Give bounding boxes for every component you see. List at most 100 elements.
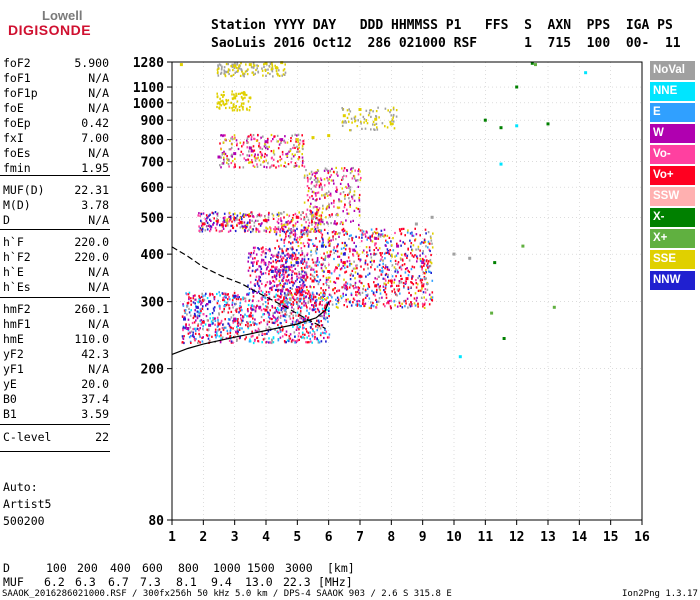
echo-pixel <box>311 173 314 176</box>
echo-pixel <box>340 200 343 203</box>
echo-pixel <box>233 66 236 70</box>
echo-pixel <box>311 217 313 220</box>
echo-pixel <box>296 220 299 223</box>
echo-pixel <box>314 172 317 175</box>
echo-pixel <box>326 336 329 339</box>
echo-pixel <box>241 309 243 312</box>
echo-pixel <box>348 301 351 304</box>
echo-pixel <box>368 112 371 115</box>
echo-pixel <box>352 166 354 170</box>
echo-pixel <box>336 171 338 174</box>
echo-pixel <box>327 320 329 323</box>
echo-pixel <box>402 227 405 230</box>
echo-pixel <box>250 261 253 264</box>
legend-item-noval: NoVal <box>650 61 695 80</box>
echo-pixel <box>310 213 313 216</box>
echo-pixel <box>411 281 413 284</box>
echo-pixel <box>325 330 328 333</box>
echo-pixel <box>383 252 386 255</box>
echo-pixel <box>361 251 364 254</box>
echo-pixel <box>262 258 265 262</box>
echo-pixel <box>287 248 289 251</box>
echo-pixel <box>285 288 287 291</box>
echo-pixel <box>390 299 392 302</box>
echo-pixel <box>423 239 426 242</box>
echo-pixel <box>321 237 324 240</box>
echo-pixel <box>216 96 219 99</box>
echo-pixel <box>237 298 240 301</box>
echo-pixel <box>281 264 284 267</box>
echo-pixel <box>393 281 395 284</box>
echo-pixel <box>200 310 202 313</box>
echo-pixel <box>247 284 249 287</box>
echo-pixel <box>258 265 261 268</box>
y-tick-label: 300 <box>141 296 165 311</box>
echo-pixel <box>234 163 236 166</box>
echo-pixel <box>417 289 420 292</box>
echo-pixel <box>224 138 227 141</box>
echo-pixel <box>284 333 286 336</box>
point-x <box>499 126 503 130</box>
echo-pixel <box>222 102 224 105</box>
echo-pixel <box>368 297 371 300</box>
echo-pixel <box>283 231 286 234</box>
echo-pixel <box>285 310 287 313</box>
echo-pixel <box>300 276 302 279</box>
echo-pixel <box>221 153 224 156</box>
echo-pixel <box>236 62 239 65</box>
echo-pixel <box>239 304 241 307</box>
echo-pixel <box>255 253 258 256</box>
echo-pixel <box>282 228 284 231</box>
echo-pixel <box>220 104 223 107</box>
echo-pixel <box>312 191 315 194</box>
echo-pixel <box>345 175 348 178</box>
echo-pixel <box>289 221 291 224</box>
echo-pixel <box>315 299 318 302</box>
echo-pixel <box>260 321 262 324</box>
echo-pixel <box>263 337 266 340</box>
echo-pixel <box>303 337 306 340</box>
echo-pixel <box>379 285 381 288</box>
echo-pixel <box>380 233 382 236</box>
echo-pixel <box>307 218 310 221</box>
echo-pixel <box>222 298 224 302</box>
echo-pixel <box>298 142 301 145</box>
echo-pixel <box>194 313 196 316</box>
echo-pixel <box>250 211 253 214</box>
echo-pixel <box>428 248 431 251</box>
echo-pixel <box>312 197 314 200</box>
echo-pixel <box>321 307 324 310</box>
echo-pixel <box>285 267 287 270</box>
echo-pixel <box>257 64 259 68</box>
echo-pixel <box>346 232 348 236</box>
echo-pixel <box>348 237 350 241</box>
echo-pixel <box>322 262 325 265</box>
echo-pixel <box>292 295 295 298</box>
point-w <box>233 152 237 156</box>
echo-pixel <box>280 274 283 277</box>
point-vo <box>405 277 409 281</box>
echo-pixel <box>221 229 223 232</box>
echo-pixel <box>392 249 395 252</box>
echo-pixel <box>343 121 345 124</box>
echo-pixel <box>260 223 262 226</box>
echo-pixel <box>330 239 332 242</box>
echo-pixel <box>255 260 258 263</box>
echo-pixel <box>347 183 349 186</box>
echo-pixel <box>316 217 318 220</box>
echo-pixel <box>423 276 426 279</box>
echo-pixel <box>287 293 290 296</box>
echo-pixel <box>222 227 225 230</box>
echo-pixel <box>314 230 316 233</box>
echo-pixel <box>419 259 422 263</box>
echo-pixel <box>410 294 412 297</box>
echo-pixel <box>394 304 396 307</box>
echo-pixel <box>425 277 427 280</box>
echo-pixel <box>256 330 259 333</box>
echo-pixel <box>285 153 287 156</box>
echo-pixel <box>205 315 208 318</box>
echo-pixel <box>236 224 238 227</box>
echo-pixel <box>222 156 225 159</box>
echo-pixel <box>318 180 320 183</box>
